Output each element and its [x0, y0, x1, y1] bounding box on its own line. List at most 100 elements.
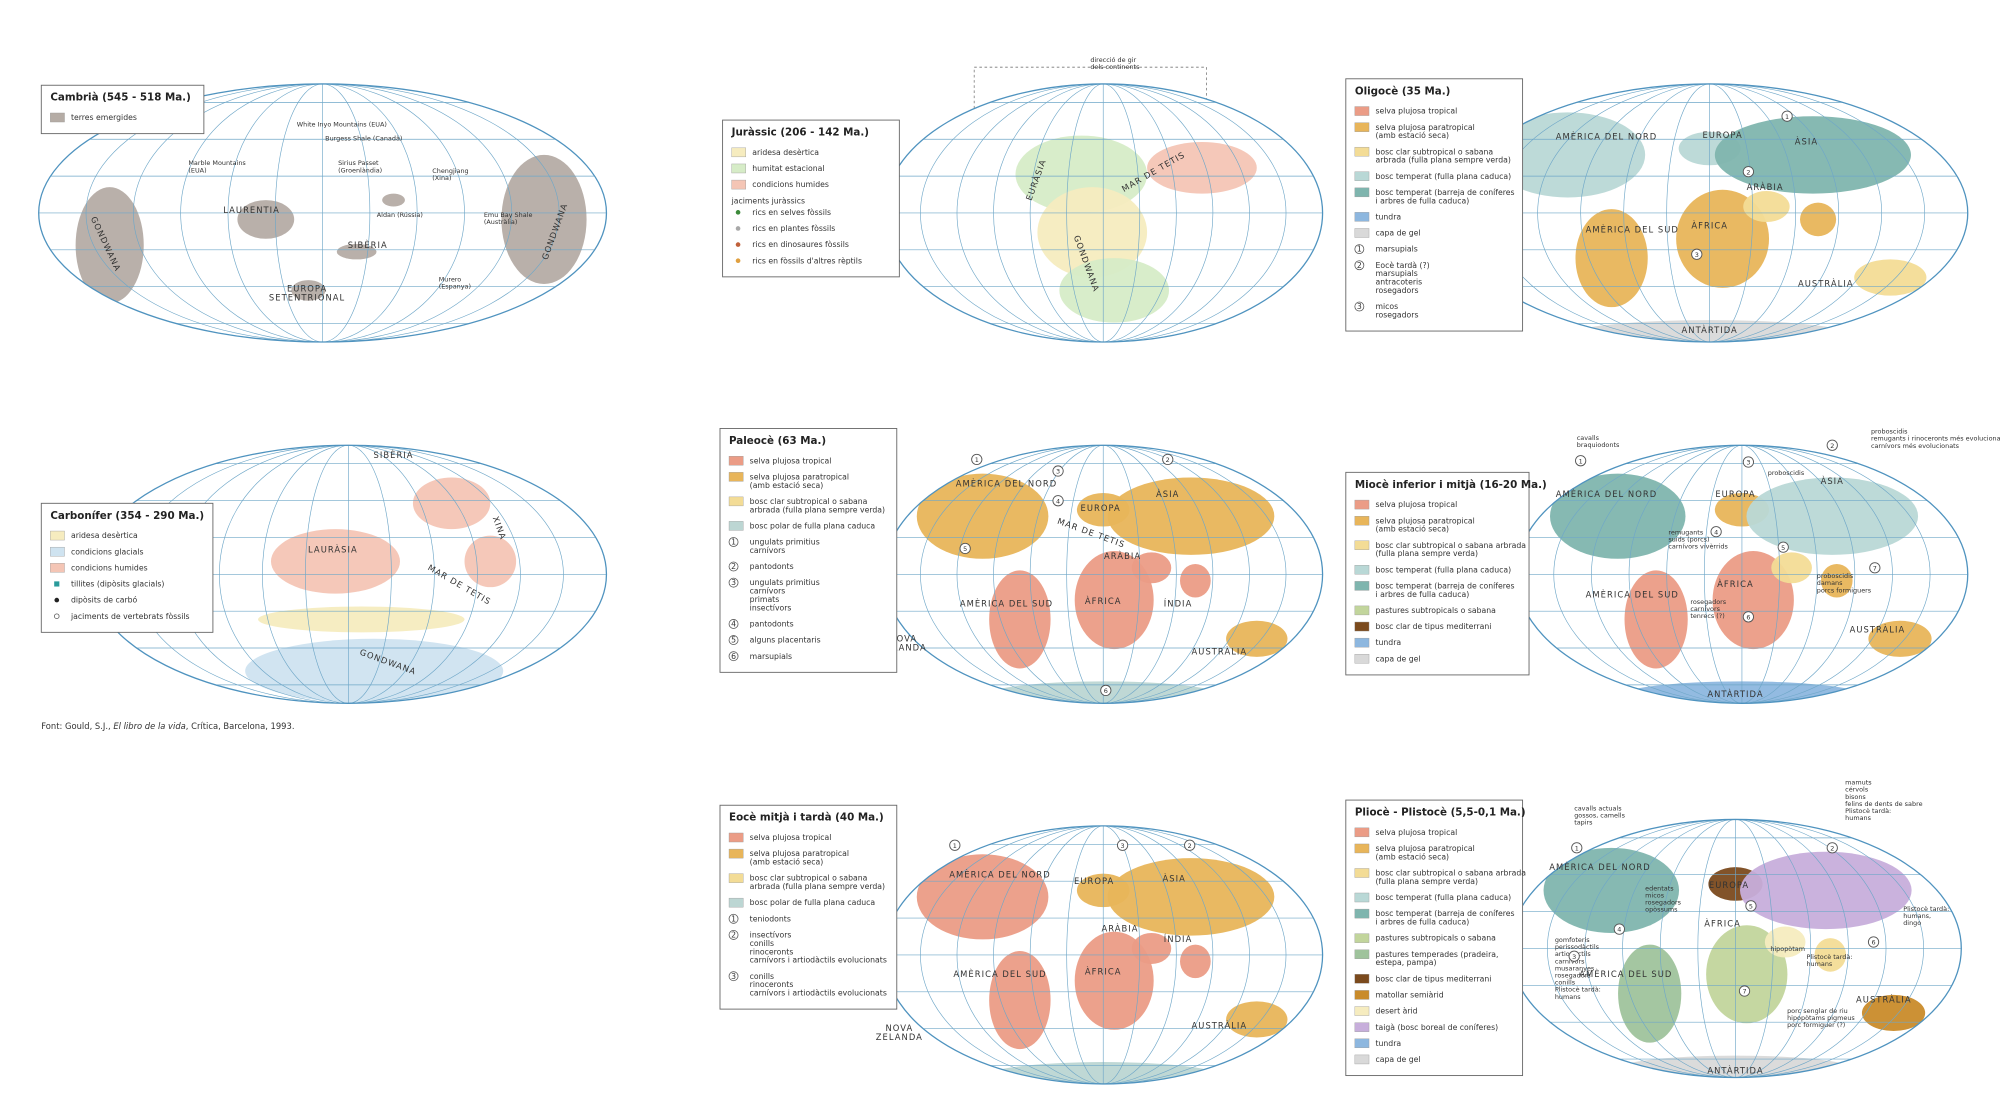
land — [75, 187, 144, 304]
marker-number: 2 — [1830, 844, 1834, 852]
legend: Juràssic (206 - 142 Ma.) aridesa desèrtic… — [722, 119, 900, 278]
region-label: ÀSIA — [1821, 475, 1844, 486]
legend-label-line: bosc temperat (barreja de coníferes — [1375, 581, 1514, 590]
legend-num-circle — [728, 537, 739, 547]
region-label: ARÀBIA — [1747, 181, 1784, 192]
annotation-line: tenrecs (?) — [1690, 612, 1724, 620]
legend-num-circle — [728, 930, 739, 940]
legend-label: capa de gel — [1375, 1055, 1420, 1064]
legend-num-circle — [728, 577, 739, 588]
legend-label: capa de gel — [1375, 229, 1420, 238]
region-label-line: EUROPA — [1709, 880, 1749, 890]
legend-label: matollar semiàrid — [1375, 991, 1443, 1000]
annotation-line: rosegadors — [1555, 972, 1591, 980]
marker-number: 6 — [1104, 687, 1108, 695]
region-label-line: ARÀBIA — [1747, 181, 1784, 192]
legend-label-line: bosc clar subtropical o sabana arbrada — [1375, 869, 1526, 878]
legend-label: tillites (dipòsits glacials) — [71, 580, 164, 589]
legend-label-line: i arbres de fulla caduca) — [1375, 590, 1469, 599]
marker-circle — [1691, 248, 1703, 260]
region-label: AMÈRICA DEL SUD — [1586, 223, 1679, 234]
legend-swatch — [50, 112, 65, 123]
land — [1180, 944, 1211, 979]
region-label-line: AMÈRICA DEL NORD — [1549, 861, 1651, 872]
legend-label: teniodonts — [750, 914, 791, 923]
region-label-line: EUROPA — [1715, 489, 1755, 499]
legend-label-line: bosc clar subtropical o sabana — [1375, 147, 1493, 156]
legend-label-line: rinoceronts — [750, 947, 794, 956]
marker-circle — [1777, 541, 1789, 553]
land — [1624, 570, 1688, 669]
region-label: SIBÈRIA — [348, 239, 388, 250]
legend-num-circle — [1354, 260, 1365, 271]
legend-label-line: matollar semiàrid — [1375, 991, 1443, 1000]
legend-swatch — [1354, 892, 1370, 903]
legend-label: Eocè tardà (?) marsupials antracoteris rose… — [1375, 261, 1429, 295]
legend-label-line: arbrada (fulla plana sempre verda) — [1375, 156, 1510, 165]
land — [1575, 209, 1648, 308]
legend-label: bosc clar subtropical o sabana arbrada (f… — [1375, 869, 1526, 886]
legend-label-line: selva plujosa tropical — [750, 833, 832, 842]
annotation-line: musaranyes — [1555, 964, 1595, 972]
legend-num: 4 — [731, 620, 736, 629]
map-content — [883, 445, 1323, 704]
land — [1764, 926, 1806, 958]
legend-swatch — [1354, 933, 1370, 943]
annotation-line: humans, — [1903, 912, 1931, 920]
map: cavalls actuals gossos, camells tapirs mamu… — [1345, 779, 1962, 1079]
annotation: cavalls braquiodonts — [1577, 434, 1620, 449]
legend-label: bosc polar de fulla plana caduca — [750, 898, 876, 907]
region-label-line: AMÈRICA DEL SUD — [953, 968, 1046, 979]
marker-number: 1 — [1579, 457, 1583, 465]
source: Font: Gould, S.J., El libro de la vida, … — [41, 721, 294, 731]
region-label: ÀFRICA — [1704, 918, 1741, 929]
marker-circle — [1575, 455, 1587, 467]
legend-label: bosc clar subtropical o sabana arbrada (f… — [1375, 147, 1510, 164]
legend-label: rics en plantes fòssils — [752, 224, 835, 233]
region-label-line: EUROPA — [1074, 876, 1114, 886]
legend-swatch — [728, 496, 744, 507]
legend-label: condicions glacials — [71, 547, 144, 556]
region-label-line: SETENTRIONAL — [269, 293, 345, 303]
marker-circle — [1710, 526, 1722, 538]
annotation: Plistocè tardà: humans — [1806, 953, 1852, 968]
legend-label-line: selva plujosa tropical — [1375, 828, 1457, 837]
legend-label: bosc temperat (barreja de coníferes i arb… — [1375, 188, 1514, 205]
marker-circle — [1867, 936, 1880, 948]
annotation-line: hipopòtams pigmeus — [1787, 1014, 1855, 1022]
annotation-line: (Xina) — [432, 174, 451, 182]
annotation-line: porc formiguer (?) — [1787, 1021, 1845, 1029]
region-label-line: EUROPA — [287, 284, 327, 294]
legend-label-line: bosc temperat (fulla plana caduca) — [1375, 565, 1511, 574]
marker-number: 1 — [953, 842, 957, 850]
legend-swatch — [731, 163, 746, 174]
legend-swatch — [1354, 908, 1370, 919]
annotation: porc senglar de riu hipopòtams pigmeus por… — [1787, 1007, 1855, 1029]
region-label: LAURÀSIA — [308, 543, 358, 554]
region-label-line: ÍNDIA — [1164, 933, 1193, 944]
legend-label-line: carnívors — [750, 587, 786, 596]
legend-label: insectívors conills rinoceronts carnívors i… — [750, 931, 887, 965]
legend-label-line: bosc temperat (barreja de coníferes — [1375, 188, 1514, 197]
map-content — [1516, 445, 1968, 704]
region-label-line: ZELANDA — [876, 1032, 923, 1042]
region-label: NOVA ZELANDA — [876, 1023, 923, 1042]
region-label-line: SIBÈRIA — [348, 239, 388, 250]
annotation: White Inyo Mountains (EUA) — [297, 121, 387, 129]
legend-label: pastures subtropicals o sabana — [1375, 934, 1496, 943]
legend-label-line: insectívors — [750, 603, 792, 612]
region-label: EUROPA — [1074, 876, 1114, 886]
legend-label-line: selva plujosa paratropical — [1375, 516, 1474, 525]
annotation-line: Aldan (Rússia) — [377, 211, 423, 219]
map-content — [883, 825, 1323, 1084]
land — [245, 638, 504, 704]
region-label: ÍNDIA — [1164, 933, 1193, 944]
land — [336, 243, 377, 260]
region-label-line: AMÈRICA DEL SUD — [1579, 968, 1672, 979]
region-label-line: ÀFRICA — [1085, 965, 1122, 976]
legend-swatch — [54, 613, 60, 619]
legend-label-line: i arbres de fulla caduca) — [1375, 196, 1469, 205]
marker-circle — [1869, 562, 1881, 574]
region-label: ÀFRICA — [1691, 219, 1728, 230]
